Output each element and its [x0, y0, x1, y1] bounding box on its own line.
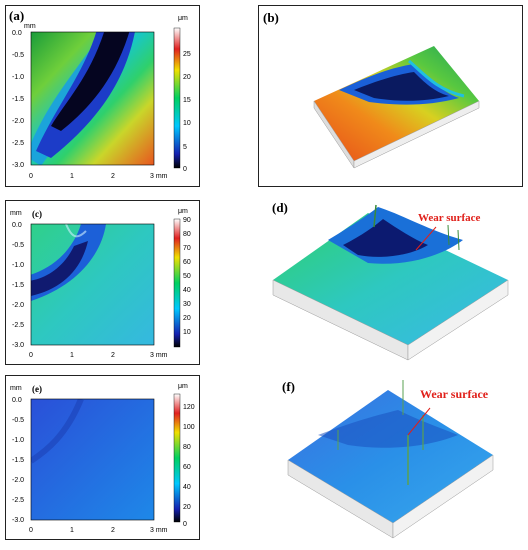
svg-text:-3.0: -3.0	[12, 517, 24, 524]
svg-text:60: 60	[183, 464, 191, 471]
svg-text:50: 50	[183, 273, 191, 280]
y-ticks: 0.0 -0.5 -1.0 -1.5 -2.0 -2.5 -3.0	[12, 397, 24, 524]
x-ticks: 0 1 2 3 mm	[29, 173, 168, 180]
panel-c: mm (c) 0.0 -0.5 -1.0 -1.5 -2.0 -2.5 -3.0…	[5, 200, 200, 365]
colorbar-ticks: 25 20 15 10 5 0	[183, 51, 191, 173]
y-unit: mm	[10, 210, 22, 217]
svg-text:80: 80	[183, 231, 191, 238]
svg-text:-1.5: -1.5	[12, 457, 24, 464]
colorbar-unit: μm	[178, 208, 188, 215]
svg-text:0: 0	[183, 521, 187, 528]
svg-text:70: 70	[183, 245, 191, 252]
panel-d: (d) Wear surface	[258, 195, 523, 370]
annotation-arrow	[407, 407, 431, 436]
svg-text:25: 25	[183, 51, 191, 58]
svg-text:-0.5: -0.5	[12, 242, 24, 249]
colorbar	[173, 218, 181, 348]
panel-a: (a) mm 0.0 -0.5 -1.0 -1.5 -2.0 -2.5 -3.0…	[5, 5, 200, 187]
svg-text:-0.5: -0.5	[12, 417, 24, 424]
wear-surface-annotation: Wear surface	[418, 212, 481, 224]
wear-surface-annotation: Wear surface	[420, 387, 489, 401]
svg-text:10: 10	[183, 329, 191, 336]
y-ticks: 0.0 -0.5 -1.0 -1.5 -2.0 -2.5 -3.0	[12, 222, 24, 349]
svg-text:-1.5: -1.5	[12, 96, 24, 103]
svg-text:-2.0: -2.0	[12, 118, 24, 125]
svg-text:40: 40	[183, 484, 191, 491]
svg-text:3 mm: 3 mm	[150, 173, 168, 180]
height-map	[31, 32, 154, 165]
svg-text:120: 120	[183, 404, 195, 411]
height-map	[31, 224, 154, 345]
svg-text:0.0: 0.0	[12, 30, 22, 37]
svg-text:10: 10	[183, 120, 191, 127]
svg-text:-1.5: -1.5	[12, 282, 24, 289]
svg-text:0: 0	[29, 527, 33, 534]
svg-text:20: 20	[183, 315, 191, 322]
svg-text:15: 15	[183, 97, 191, 104]
colorbar	[173, 393, 181, 523]
svg-text:-0.5: -0.5	[12, 52, 24, 59]
panel-f: (f) Wear surface	[258, 375, 523, 545]
svg-text:0: 0	[183, 166, 187, 173]
svg-text:2: 2	[111, 173, 115, 180]
colorbar	[173, 27, 181, 169]
svg-text:-2.5: -2.5	[12, 140, 24, 147]
3d-surface	[272, 204, 509, 361]
y-ticks: 0.0 -0.5 -1.0 -1.5 -2.0 -2.5 -3.0	[12, 30, 24, 169]
y-unit: mm	[24, 23, 36, 30]
x-ticks: 0 1 2 3 mm	[29, 527, 168, 534]
svg-text:-1.0: -1.0	[12, 262, 24, 269]
svg-text:40: 40	[183, 287, 191, 294]
svg-text:1: 1	[70, 527, 74, 534]
svg-text:100: 100	[183, 424, 195, 431]
panel-a-label: (a)	[9, 8, 24, 23]
y-unit: mm	[10, 385, 22, 392]
svg-text:1: 1	[70, 352, 74, 359]
svg-text:-2.5: -2.5	[12, 497, 24, 504]
svg-text:-3.0: -3.0	[12, 342, 24, 349]
svg-text:0.0: 0.0	[12, 397, 22, 404]
panel-b-label: (b)	[263, 10, 279, 25]
colorbar-unit: μm	[178, 383, 188, 390]
svg-text:0: 0	[29, 352, 33, 359]
panel-f-label: (f)	[282, 379, 295, 394]
svg-text:-2.0: -2.0	[12, 302, 24, 309]
svg-text:30: 30	[183, 301, 191, 308]
3d-surface	[287, 380, 494, 539]
panel-e: mm (e) 0.0 -0.5 -1.0 -1.5 -2.0 -2.5 -3.0…	[5, 375, 200, 540]
svg-text:-3.0: -3.0	[12, 162, 24, 169]
svg-text:20: 20	[183, 504, 191, 511]
svg-text:-2.0: -2.0	[12, 477, 24, 484]
svg-text:2: 2	[111, 527, 115, 534]
svg-text:-1.0: -1.0	[12, 74, 24, 81]
svg-text:0: 0	[29, 173, 33, 180]
svg-text:20: 20	[183, 74, 191, 81]
svg-text:3 mm: 3 mm	[150, 527, 168, 534]
svg-text:3 mm: 3 mm	[150, 352, 168, 359]
panel-d-label: (d)	[272, 200, 288, 215]
x-ticks: 0 1 2 3 mm	[29, 352, 168, 359]
svg-text:80: 80	[183, 444, 191, 451]
colorbar-unit: μm	[178, 15, 188, 22]
3d-surface	[313, 46, 480, 169]
annotation-arrow	[415, 226, 437, 251]
colorbar-ticks: 120 100 80 60 40 20 0	[183, 404, 195, 528]
panel-c-label: (c)	[32, 209, 42, 219]
svg-text:90: 90	[183, 217, 191, 224]
svg-text:1: 1	[70, 173, 74, 180]
svg-text:0.0: 0.0	[12, 222, 22, 229]
svg-text:2: 2	[111, 352, 115, 359]
panel-e-label: (e)	[32, 384, 42, 394]
svg-text:5: 5	[183, 144, 187, 151]
panel-b: (b)	[258, 5, 523, 187]
svg-text:-2.5: -2.5	[12, 322, 24, 329]
height-map	[31, 399, 154, 520]
colorbar-ticks: 90 80 70 60 50 40 30 20 10	[183, 217, 191, 336]
svg-text:60: 60	[183, 259, 191, 266]
svg-text:-1.0: -1.0	[12, 437, 24, 444]
